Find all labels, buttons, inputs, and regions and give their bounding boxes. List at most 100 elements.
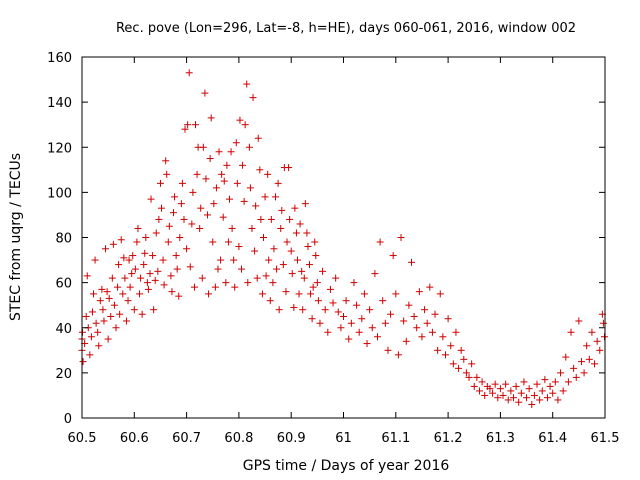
data-point: [538, 387, 546, 395]
data-point: [186, 263, 194, 271]
data-point: [102, 245, 110, 253]
data-point: [295, 290, 303, 298]
data-point: [567, 328, 575, 336]
data-point: [536, 396, 544, 404]
data-point: [267, 215, 275, 223]
data-point: [219, 213, 227, 221]
data-point: [457, 346, 465, 354]
x-tick-label: 60.5: [68, 431, 97, 446]
data-point: [228, 224, 236, 232]
data-point: [209, 238, 217, 246]
data-point: [254, 134, 262, 142]
data-point: [133, 238, 141, 246]
plot-border: [81, 56, 606, 419]
data-point: [449, 360, 457, 368]
data-point: [251, 247, 259, 255]
data-point: [387, 310, 395, 318]
data-point: [235, 243, 243, 251]
data-point: [243, 80, 251, 88]
data-point: [465, 373, 473, 381]
data-point: [215, 148, 223, 156]
x-tick-label: 61.4: [538, 431, 567, 446]
data-point: [170, 209, 178, 217]
data-point: [481, 391, 489, 399]
data-point: [316, 319, 324, 327]
data-point: [533, 380, 541, 388]
data-point: [171, 193, 179, 201]
data-point: [470, 382, 478, 390]
y-tick-label: 100: [47, 186, 72, 201]
data-point: [418, 333, 426, 341]
data-point: [340, 312, 347, 320]
data-point: [266, 297, 274, 305]
data-point: [402, 337, 410, 345]
data-point: [156, 179, 164, 187]
data-point: [585, 355, 593, 363]
data-point: [110, 301, 118, 309]
data-point: [108, 274, 116, 282]
y-tick-label: 120: [47, 141, 72, 156]
y-tick-label: 20: [55, 367, 72, 382]
data-point: [236, 116, 244, 124]
data-point: [293, 256, 301, 264]
data-point: [577, 358, 585, 366]
data-point: [525, 385, 533, 393]
data-point: [355, 328, 363, 336]
data-point: [214, 265, 222, 273]
data-point: [376, 238, 384, 246]
data-point: [541, 376, 549, 384]
data-point: [312, 252, 320, 260]
data-point: [79, 328, 87, 336]
data-point: [157, 204, 165, 212]
data-point: [103, 288, 111, 296]
data-point: [202, 175, 210, 183]
data-point: [188, 220, 196, 228]
data-point: [439, 333, 447, 341]
data-point: [112, 324, 120, 332]
data-point: [523, 394, 531, 402]
data-point: [580, 369, 588, 377]
data-point: [381, 319, 389, 327]
data-point: [87, 333, 95, 341]
data-point: [184, 121, 192, 129]
data-point: [204, 211, 212, 219]
data-point: [239, 161, 247, 169]
data-point: [159, 256, 167, 264]
data-point: [222, 279, 230, 287]
data-point: [583, 342, 591, 350]
data-point: [291, 204, 299, 212]
data-point: [100, 317, 108, 325]
data-point: [319, 267, 327, 275]
data-point: [334, 308, 342, 316]
data-point: [491, 380, 499, 388]
data-point: [434, 346, 442, 354]
data-point: [245, 143, 253, 151]
data-point: [177, 200, 185, 208]
data-point: [168, 288, 176, 296]
data-point: [303, 229, 311, 237]
data-point: [507, 387, 515, 395]
data-point: [121, 274, 129, 282]
data-point: [366, 306, 374, 314]
data-point: [92, 319, 100, 327]
data-point: [358, 315, 366, 323]
data-point: [596, 346, 604, 354]
data-point: [287, 247, 295, 255]
data-point: [175, 292, 183, 300]
data-point: [278, 206, 286, 214]
x-tick-label: 61.3: [486, 431, 515, 446]
data-point: [282, 288, 290, 296]
data-point: [591, 360, 599, 368]
data-point: [379, 297, 387, 305]
data-point: [324, 328, 332, 336]
data-point: [283, 238, 291, 246]
data-point: [455, 364, 463, 372]
data-point: [551, 378, 559, 386]
data-point: [326, 285, 334, 293]
data-point: [528, 400, 536, 408]
data-point: [238, 265, 246, 273]
data-point: [183, 245, 191, 253]
x-tick-label: 61.2: [434, 431, 463, 446]
data-point: [262, 272, 270, 280]
y-tick-label: 40: [55, 322, 72, 337]
